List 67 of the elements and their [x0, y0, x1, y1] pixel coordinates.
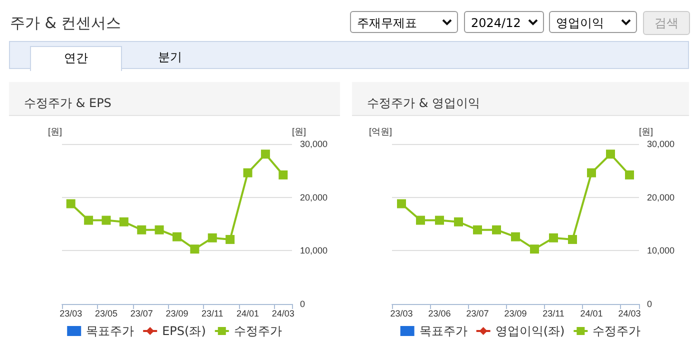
point — [397, 199, 406, 208]
y2-tick-label: 10,000 — [647, 246, 675, 256]
x-tick-label: 23/05 — [94, 308, 118, 318]
legend-label: 수정주가 — [592, 324, 641, 338]
x-tick-label: 23/09 — [504, 308, 527, 318]
point — [119, 217, 128, 226]
x-tick-label: 24/01 — [236, 308, 260, 318]
x-tick-label: 23/03 — [60, 308, 82, 318]
point — [66, 199, 76, 208]
point — [530, 244, 539, 254]
chart-title: 수정주가 & 영업이익 — [367, 96, 480, 110]
text: 영업이익 — [556, 16, 604, 30]
point — [435, 216, 444, 225]
point — [190, 244, 200, 254]
point — [511, 232, 520, 242]
legend-label: 목표주가 — [86, 324, 134, 338]
x-tick-label: 24/03 — [618, 308, 641, 318]
y2-axis-title: [원] — [292, 126, 306, 136]
point — [226, 234, 235, 244]
x-tick-label: 23/11 — [542, 308, 564, 318]
text: 연간 — [64, 51, 88, 65]
legend-label: 수정주가 — [234, 324, 282, 338]
point — [208, 233, 217, 242]
point — [549, 233, 558, 242]
x-tick-label: 24/03 — [272, 308, 294, 318]
point — [243, 168, 252, 178]
x-tick-label: 23/07 — [130, 308, 153, 318]
point — [260, 150, 270, 159]
text: 주가 & 컨센서스 — [10, 14, 122, 32]
point — [416, 216, 425, 225]
y2-tick-label: 30,000 — [300, 139, 328, 149]
point — [606, 150, 615, 159]
point — [154, 225, 164, 234]
text: 분기 — [158, 50, 182, 64]
point — [84, 216, 94, 225]
y2-tick-label: 20,000 — [647, 192, 675, 202]
point — [137, 225, 146, 234]
point — [454, 217, 463, 226]
text: 검색 — [654, 16, 678, 30]
y2-tick-label: 10,000 — [300, 246, 328, 256]
point — [568, 234, 577, 244]
x-tick-label: 23/03 — [390, 308, 413, 318]
x-tick-label: 23/11 — [201, 308, 224, 318]
y2-tick-label: 0 — [647, 299, 652, 309]
point — [473, 225, 482, 234]
x-tick-label: 23/06 — [428, 308, 451, 318]
chart-title: 수정주가 & EPS — [24, 96, 112, 110]
y2-axis-title: [원] — [639, 126, 654, 136]
text: 주재무제표 — [357, 16, 417, 30]
point — [172, 232, 182, 242]
y2-tick-label: 20,000 — [300, 192, 328, 202]
x-tick-label: 23/07 — [466, 308, 489, 318]
y-axis-title: [억원] — [368, 126, 392, 136]
y-axis-title: [원] — [48, 126, 62, 136]
point — [625, 170, 634, 180]
legend-label: 영업이익(좌) — [495, 324, 565, 338]
x-tick-label: 23/09 — [166, 308, 188, 318]
text: 2024/12 — [471, 16, 521, 30]
y2-tick-label: 0 — [300, 299, 306, 309]
legend-label: 목표주가 — [419, 324, 468, 338]
point — [587, 168, 596, 178]
point — [492, 225, 501, 234]
y2-tick-label: 30,000 — [647, 139, 675, 149]
point — [278, 170, 288, 180]
x-tick-label: 24/01 — [580, 308, 603, 318]
point — [102, 216, 111, 225]
legend-label: EPS(좌) — [162, 324, 206, 338]
